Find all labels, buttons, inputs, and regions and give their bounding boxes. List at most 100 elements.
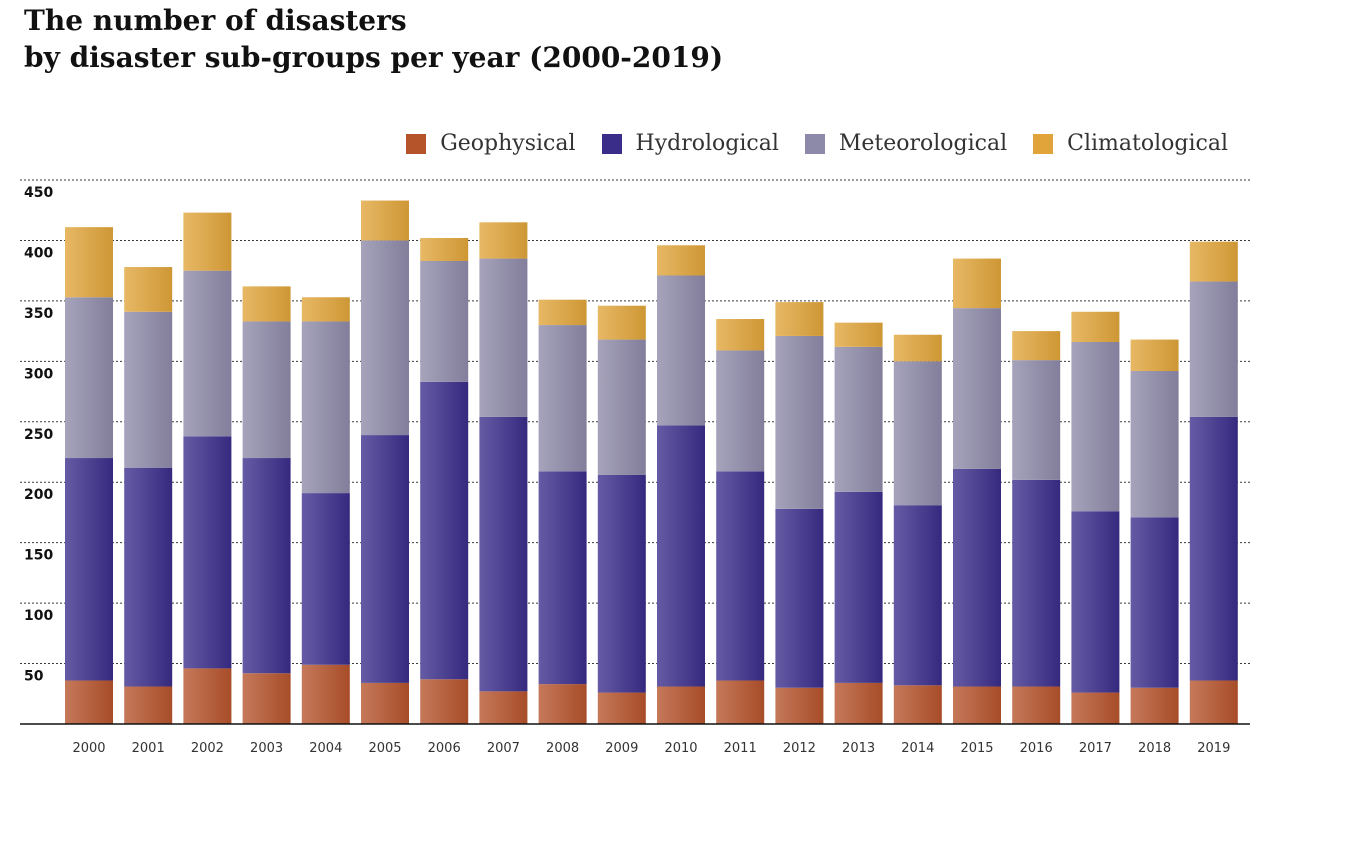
bar-geophysical-2015 [953,686,1001,724]
bar-hydrological-2007 [479,416,528,692]
x-tick-label: 2000 [72,741,105,756]
bar-meteorological-2001 [124,311,173,468]
bar-hydrological-2004 [301,493,350,665]
bar-geophysical-2010 [657,686,705,724]
y-tick-label: 350 [24,306,53,322]
y-tick-label: 450 [24,185,53,201]
bar-meteorological-2006 [420,260,469,382]
bar-geophysical-2014 [893,685,942,724]
bar-hydrological-2010 [657,425,705,687]
y-tick-label: 200 [24,487,53,503]
bar-climatological-2000 [65,227,113,298]
x-tick-label: 2011 [724,741,757,756]
bar-hydrological-2000 [65,458,113,681]
bar-climatological-2012 [775,302,824,336]
chart-title-line-2: by disaster sub-groups per year (2000-20… [24,41,724,74]
legend-label-climatological: Climatological [1067,131,1228,156]
bar-meteorological-2013 [834,346,883,492]
bar-hydrological-2014 [893,505,942,686]
legend-label-geophysical: Geophysical [440,131,576,156]
x-tick-label: 2006 [428,741,461,756]
bar-geophysical-2016 [1012,686,1061,724]
bar-meteorological-2019 [1189,281,1238,417]
legend-label-meteorological: Meteorological [838,131,1008,156]
bar-geophysical-2011 [716,680,765,724]
bar-meteorological-2009 [597,339,646,475]
bar-hydrological-2011 [716,471,765,681]
bar-hydrological-2018 [1130,517,1179,688]
bar-geophysical-2001 [124,686,173,724]
bar-meteorological-2004 [301,321,350,494]
legend-swatch-geophysical [406,133,427,154]
bar-climatological-2008 [538,299,587,326]
chart-title: The number of disasters by disaster sub-… [24,2,723,76]
bar-climatological-2009 [597,305,646,340]
x-tick-label: 2019 [1197,741,1230,756]
y-tick-label: 150 [24,548,53,564]
y-tick-label: 300 [24,366,53,382]
x-tick-label: 2009 [605,741,638,756]
bar-climatological-2017 [1071,311,1120,342]
x-tick-label: 2015 [960,741,993,756]
bar-geophysical-2002 [183,668,232,724]
bar-climatological-2005 [361,200,409,241]
legend-item-geophysical: Geophysical [406,131,576,156]
legend-swatch-climatological [1033,133,1054,154]
bar-geophysical-2006 [420,679,469,724]
x-tick-label: 2018 [1138,741,1171,756]
bar-meteorological-2005 [361,240,409,436]
bar-hydrological-2003 [242,458,291,674]
legend-label-hydrological: Hydrological [635,131,779,156]
bar-geophysical-2012 [775,687,824,724]
x-tick-label: 2004 [309,741,342,756]
bar-geophysical-2009 [597,692,646,724]
bar-meteorological-2011 [716,350,765,472]
x-tick-label: 2012 [783,741,816,756]
bar-meteorological-2003 [242,321,291,459]
bar-hydrological-2012 [775,508,824,688]
bar-meteorological-2016 [1012,360,1061,480]
bar-climatological-2014 [893,334,942,362]
x-tick-label: 2007 [487,741,520,756]
bar-geophysical-2007 [479,691,528,724]
bar-climatological-2002 [183,212,232,271]
legend-item-hydrological: Hydrological [601,131,779,156]
bar-climatological-2013 [834,322,883,347]
bar-climatological-2001 [124,267,173,312]
bar-geophysical-2017 [1071,692,1120,724]
bar-meteorological-2002 [183,270,232,437]
legend-item-meteorological: Meteorological [804,131,1008,156]
x-tick-label: 2003 [250,741,283,756]
bar-geophysical-2008 [538,684,587,724]
legend-item-climatological: Climatological [1033,131,1228,156]
y-tick-label: 100 [24,608,53,624]
bar-meteorological-2010 [657,275,705,426]
chart-title-line-1: The number of disasters [24,4,407,37]
bar-geophysical-2005 [361,682,409,724]
x-tick-label: 2005 [368,741,401,756]
bar-hydrological-2008 [538,471,587,685]
legend-swatch-hydrological [601,133,622,154]
bar-climatological-2011 [716,319,765,351]
x-tick-label: 2013 [842,741,875,756]
bar-climatological-2004 [301,297,350,322]
bar-climatological-2018 [1130,339,1179,372]
bar-geophysical-2003 [242,673,291,724]
bar-hydrological-2002 [183,436,232,669]
bar-hydrological-2015 [953,468,1001,687]
bar-hydrological-2016 [1012,479,1061,687]
bar-meteorological-2007 [479,258,528,417]
bar-climatological-2019 [1189,241,1238,282]
bar-meteorological-2018 [1130,371,1179,518]
bar-geophysical-2018 [1130,687,1179,724]
bar-meteorological-2017 [1071,341,1120,512]
x-tick-label: 2017 [1079,741,1112,756]
x-tick-label: 2002 [191,741,224,756]
bar-climatological-2016 [1012,331,1061,361]
chart-legend: Geophysical Hydrological Meteorological … [406,131,1228,156]
bar-hydrological-2009 [597,474,646,693]
y-tick-label: 400 [24,245,53,261]
bar-hydrological-2005 [361,435,409,683]
bar-hydrological-2013 [834,491,883,683]
